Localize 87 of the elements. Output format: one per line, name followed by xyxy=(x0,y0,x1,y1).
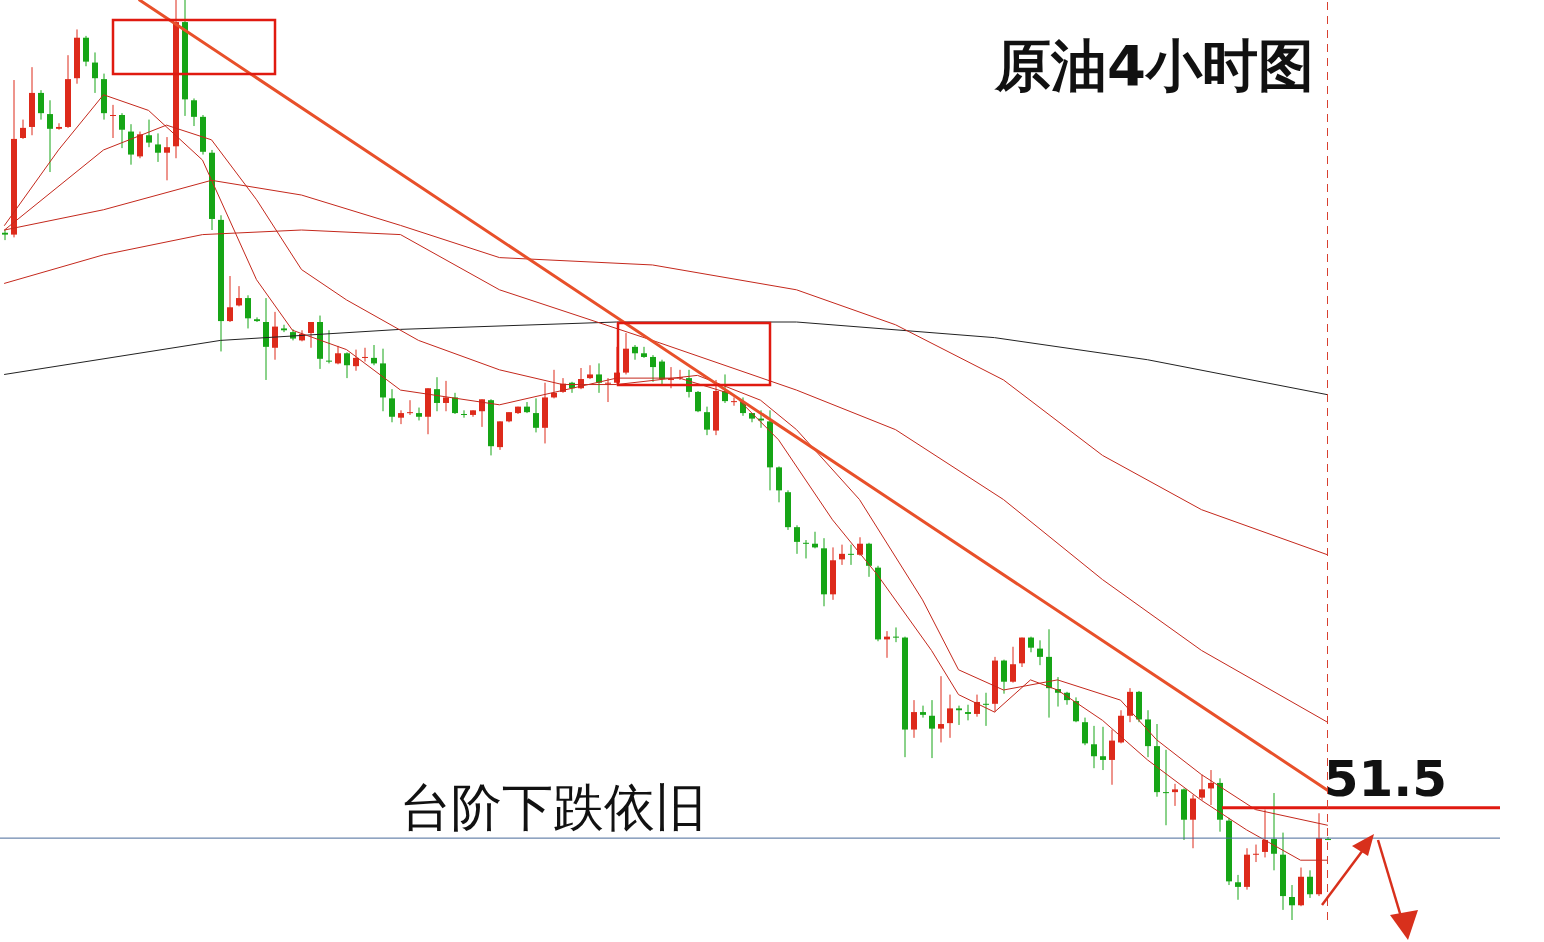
candlestick xyxy=(1172,783,1178,807)
candlestick xyxy=(20,119,26,140)
candlestick xyxy=(254,316,260,323)
candlestick xyxy=(929,699,935,759)
candlestick xyxy=(362,347,368,363)
candlestick xyxy=(308,321,314,349)
candlestick xyxy=(272,311,278,361)
candlestick xyxy=(848,544,854,566)
candlestick xyxy=(128,123,134,166)
candlestick xyxy=(407,399,413,416)
candlestick xyxy=(938,675,944,743)
candlestick xyxy=(164,136,170,181)
candlestick xyxy=(236,285,242,307)
candlestick xyxy=(1100,726,1106,771)
candlestick xyxy=(353,349,359,372)
candlestick xyxy=(191,97,197,127)
candlestick xyxy=(731,396,737,407)
candlestick xyxy=(983,692,989,727)
candlestick xyxy=(1073,696,1079,723)
candlestick xyxy=(146,119,152,148)
candlestick xyxy=(1091,725,1097,769)
candlestick xyxy=(83,35,89,67)
candlestick xyxy=(1001,659,1007,695)
candlestick xyxy=(956,705,962,726)
candlestick xyxy=(1082,717,1088,746)
candlestick xyxy=(461,409,467,419)
candlestick xyxy=(326,329,332,364)
candlestick xyxy=(668,366,674,389)
candlestick xyxy=(524,401,530,414)
candlestick xyxy=(632,344,638,361)
candlestick xyxy=(416,407,422,421)
candlestick xyxy=(1127,687,1133,723)
candlestick xyxy=(1190,794,1196,849)
candlestick xyxy=(623,332,629,375)
candlestick xyxy=(1199,774,1205,801)
candlestick xyxy=(1271,792,1277,871)
candlestick xyxy=(920,705,926,719)
candlestick xyxy=(335,345,341,365)
candlestick xyxy=(47,99,53,173)
candlestick xyxy=(803,539,809,559)
candlestick xyxy=(110,104,116,139)
candlestick xyxy=(1289,884,1295,920)
candlestick xyxy=(245,294,251,329)
candlestick xyxy=(1235,874,1241,901)
annotation: 51.5 xyxy=(1323,749,1447,808)
candlestick xyxy=(92,51,98,94)
candlestick xyxy=(1253,844,1259,863)
candlestick xyxy=(1109,729,1115,786)
candlestick xyxy=(965,704,971,721)
candlestick xyxy=(605,377,611,403)
candlestick xyxy=(398,409,404,425)
candlestick xyxy=(866,542,872,578)
candlestick xyxy=(650,354,656,383)
candlestick xyxy=(893,626,899,643)
candlestick xyxy=(794,524,800,555)
candlestick xyxy=(281,324,287,333)
candlestick xyxy=(695,390,701,413)
candlestick xyxy=(839,544,845,566)
candlestick xyxy=(119,112,125,149)
candlestick xyxy=(947,694,953,739)
candlestick xyxy=(596,362,602,394)
candlestick xyxy=(1208,769,1214,806)
candlestick xyxy=(1010,646,1016,684)
candlestick xyxy=(56,122,62,131)
text: 原油4小时图 xyxy=(995,33,1314,98)
candlestick xyxy=(227,275,233,323)
candlestick xyxy=(641,346,647,359)
candlestick xyxy=(38,89,44,121)
candlestick xyxy=(371,344,377,366)
candlestick xyxy=(704,406,710,436)
candlestick xyxy=(344,351,350,379)
candlestick xyxy=(155,132,161,163)
candlestick xyxy=(1307,869,1313,899)
candlestick xyxy=(452,392,458,415)
candlestick xyxy=(137,131,143,159)
candlestick xyxy=(434,376,440,412)
candlestick xyxy=(443,380,449,412)
candlestick xyxy=(1037,639,1043,666)
annotation: 台阶下跌依旧 xyxy=(400,778,706,837)
candlestick xyxy=(776,465,782,503)
candlestick xyxy=(911,699,917,739)
candlestick xyxy=(1163,749,1169,826)
candlestick xyxy=(533,397,539,433)
candlestick xyxy=(389,388,395,423)
candlestick xyxy=(2,229,8,241)
candlestick xyxy=(587,364,593,380)
candlestick xyxy=(1262,809,1268,858)
